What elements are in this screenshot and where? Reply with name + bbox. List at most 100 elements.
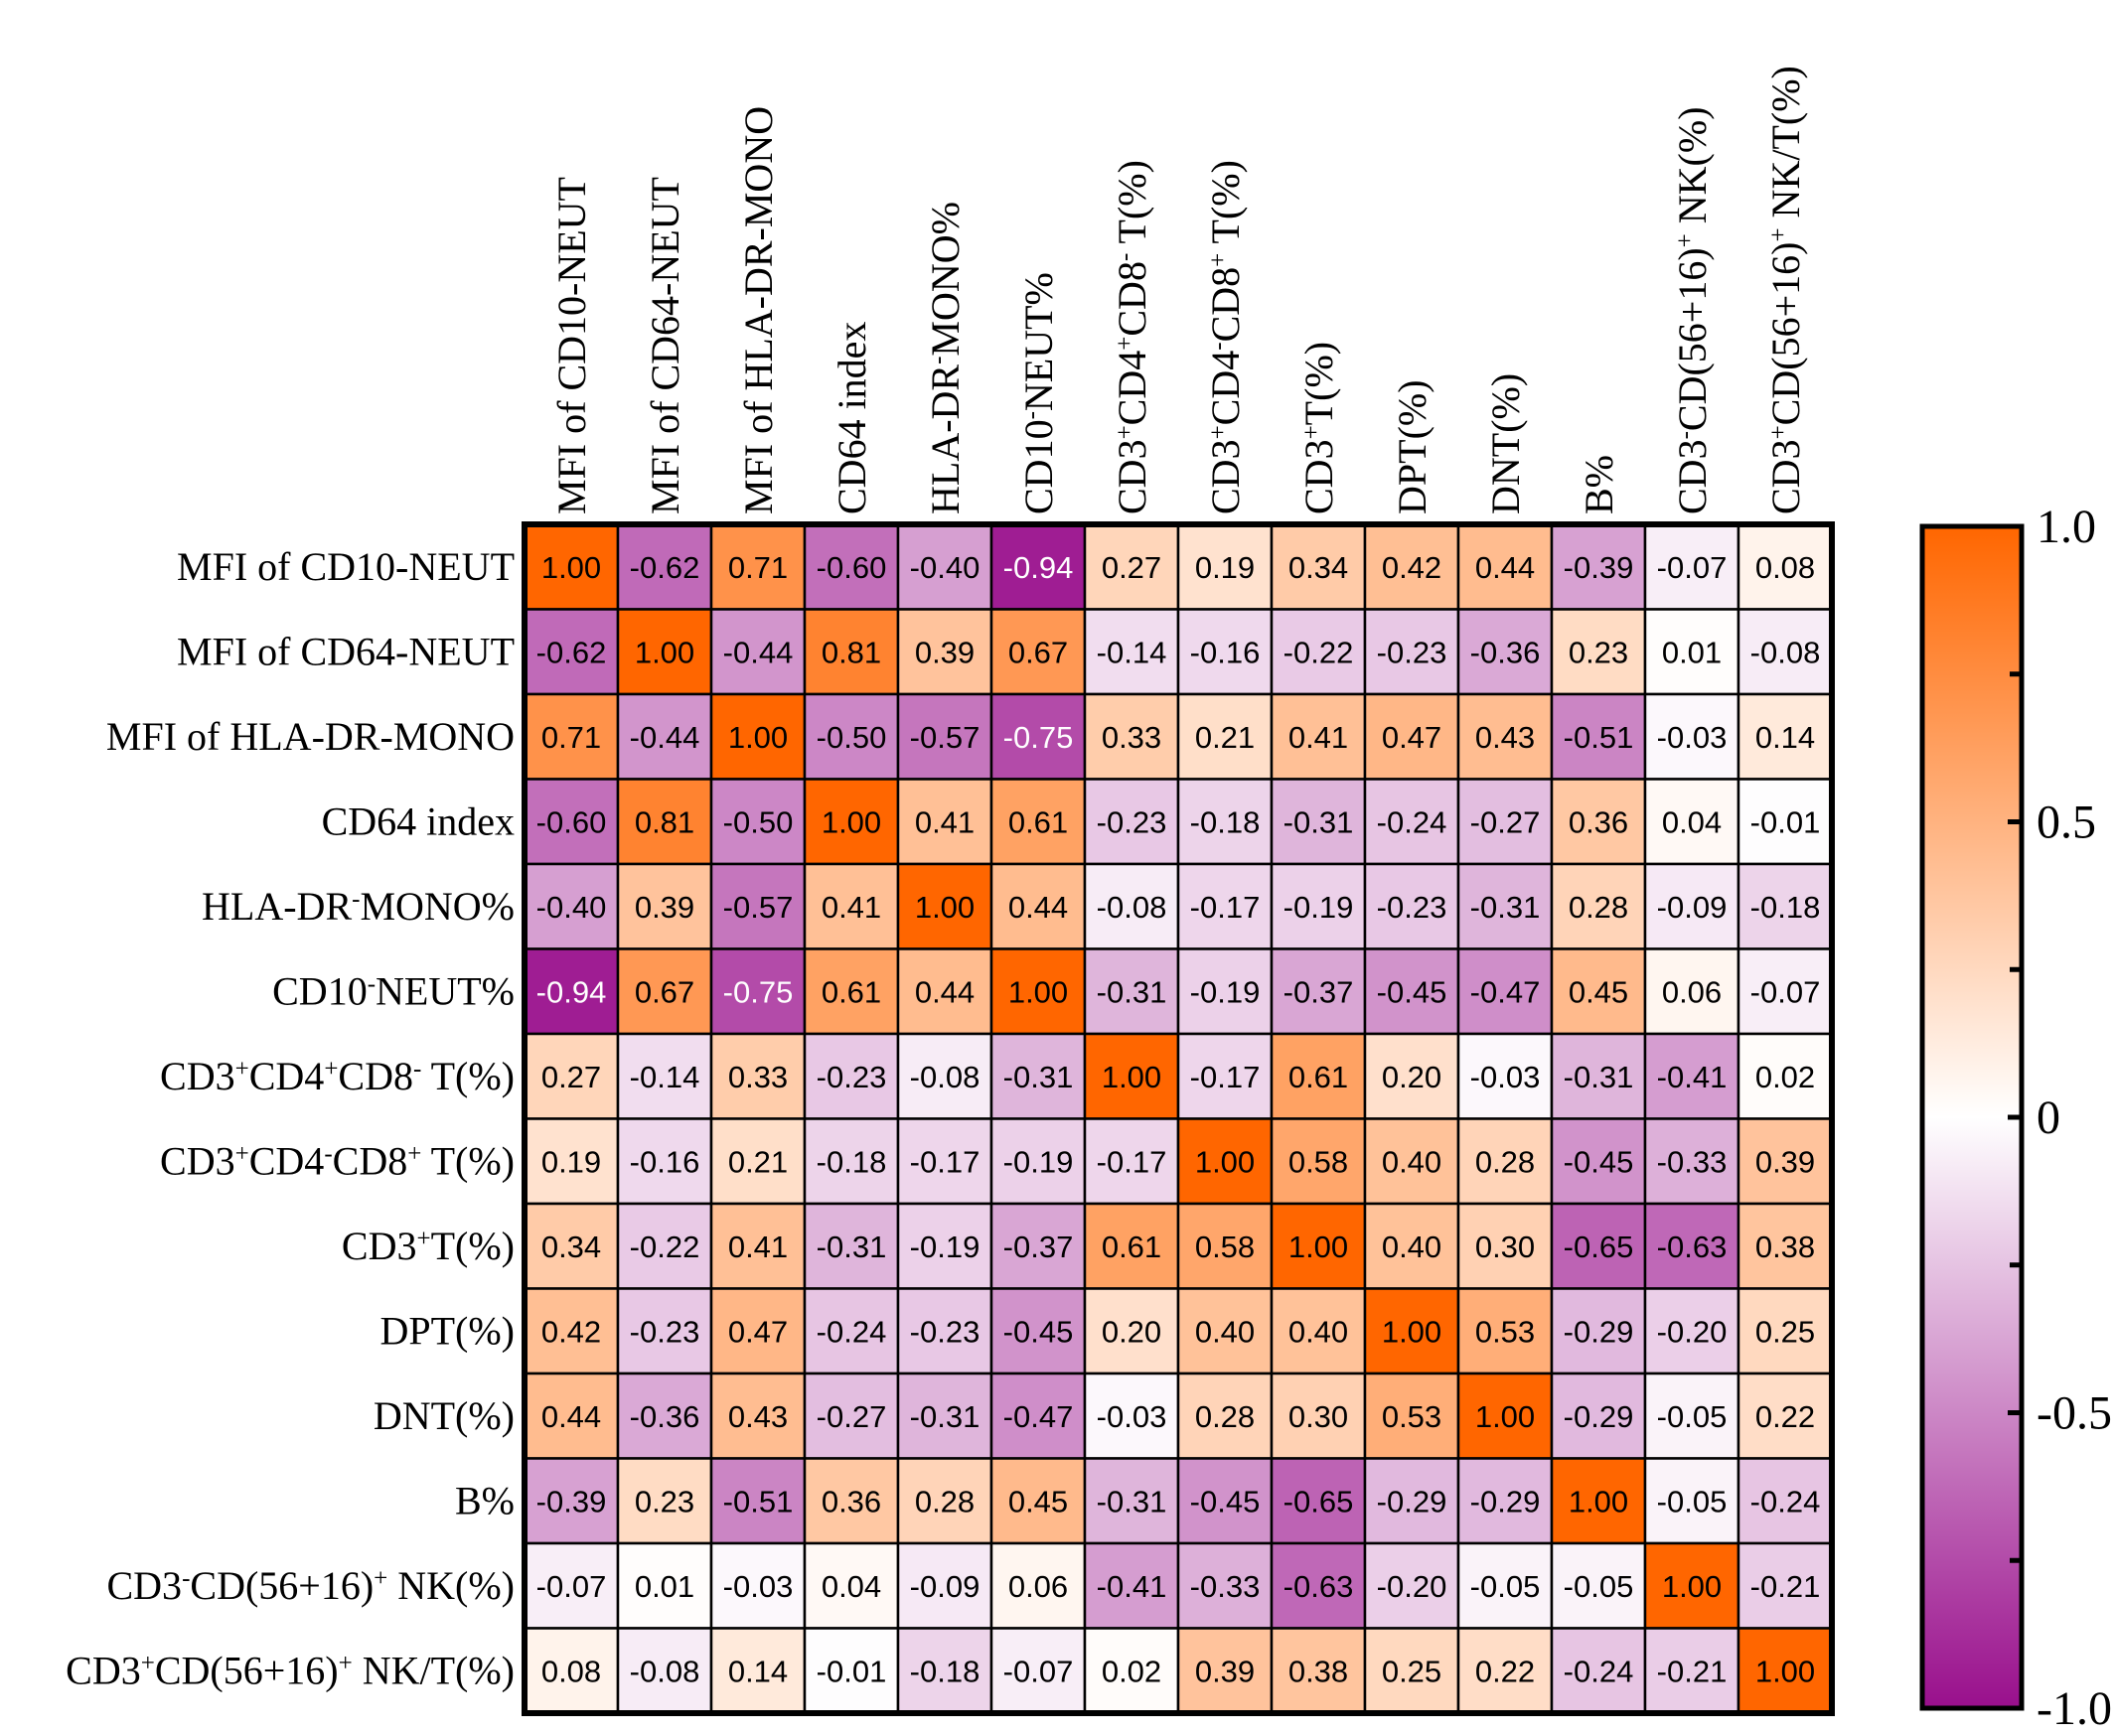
cell-value-r2-c5: 0.39: [915, 635, 975, 669]
heatmap-cell-r4-c14: [1736, 778, 1834, 866]
cell-value-r3-c9: 0.41: [1288, 720, 1348, 755]
heatmap-cell-r5-c8: [1176, 862, 1274, 950]
cell-value-r1-c6: -0.94: [1003, 550, 1074, 585]
cell-value-r3-c14: 0.14: [1755, 720, 1815, 755]
cell-value-r9-c3: 0.41: [728, 1230, 788, 1264]
cell-value-r1-c13: -0.07: [1657, 550, 1728, 585]
cell-value-r9-c7: 0.61: [1102, 1230, 1161, 1264]
cell-value-r5-c4: 0.41: [822, 890, 881, 925]
heatmap-cell-r14-c5: [896, 1627, 993, 1715]
heatmap-cell-r2-c14: [1736, 608, 1834, 696]
heatmap-cell-r4-c9: [1270, 778, 1367, 866]
col-label-cd3-cd-56-16-nk: CD3-CD(56+16)+ NK(%): [1670, 106, 1715, 514]
cell-value-r14-c10: 0.25: [1382, 1654, 1441, 1688]
cell-value-r2-c9: -0.22: [1284, 635, 1354, 669]
heatmap-cell-r7-c13: [1643, 1032, 1740, 1120]
heatmap-cell-r7-c14: [1736, 1032, 1834, 1120]
heatmap-cell-r11-c8: [1176, 1372, 1274, 1460]
heatmap-cells: [523, 522, 1834, 1715]
cell-value-r12-c10: -0.29: [1377, 1484, 1447, 1519]
heatmap-cell-r7-c11: [1456, 1032, 1554, 1120]
heatmap-cell-r4-c3: [709, 778, 807, 866]
colorbar-tick-label: 1.0: [2037, 501, 2096, 553]
cell-value-r8-c1: 0.19: [541, 1144, 601, 1179]
cell-value-r13-c10: -0.20: [1377, 1569, 1447, 1604]
cell-value-r12-c13: -0.05: [1657, 1484, 1728, 1519]
heatmap-cell-r11-c11: [1456, 1372, 1554, 1460]
col-label-mfi-of-cd64-neut: MFI of CD64-NEUT: [643, 177, 687, 514]
cell-value-r10-c7: 0.20: [1102, 1314, 1161, 1349]
heatmap-cell-r13-c13: [1643, 1541, 1740, 1630]
heatmap-cell-r2-c9: [1270, 608, 1367, 696]
cell-value-r13-c3: -0.03: [723, 1569, 794, 1604]
cell-value-r14-c8: 0.39: [1195, 1654, 1255, 1688]
cell-value-r11-c3: 0.43: [728, 1399, 788, 1434]
cell-value-r13-c14: -0.21: [1750, 1569, 1821, 1604]
row-label-hla-dr-mono: HLA-DR-MONO%: [202, 884, 515, 929]
cell-value-r5-c5: 1.00: [915, 890, 975, 925]
heatmap-cell-r1-c12: [1550, 522, 1647, 611]
row-label-cd3-t: CD3+T(%): [342, 1224, 515, 1268]
cell-value-r1-c9: 0.34: [1288, 550, 1348, 585]
cell-value-r10-c6: -0.45: [1003, 1314, 1074, 1349]
cell-value-r5-c6: 0.44: [1008, 890, 1068, 925]
heatmap-cell-r4-c4: [803, 778, 900, 866]
cell-value-r3-c13: -0.03: [1657, 720, 1728, 755]
heatmap-cell-r4-c11: [1456, 778, 1554, 866]
cell-value-r12-c8: -0.45: [1190, 1484, 1261, 1519]
cell-value-r2-c11: -0.36: [1470, 635, 1541, 669]
heatmap-cell-r4-c6: [989, 778, 1087, 866]
cell-value-r3-c1: 0.71: [541, 720, 601, 755]
heatmap-cell-r3-c9: [1270, 692, 1367, 781]
heatmap-cell-r6-c4: [803, 947, 900, 1036]
cell-value-r10-c1: 0.42: [541, 1314, 601, 1349]
heatmap-cell-r12-c8: [1176, 1457, 1274, 1545]
cell-value-r11-c14: 0.22: [1755, 1399, 1815, 1434]
heatmap-cell-r10-c8: [1176, 1287, 1274, 1375]
heatmap-cell-r2-c8: [1176, 608, 1274, 696]
cell-value-r7-c1: 0.27: [541, 1060, 601, 1094]
heatmap-cell-r7-c3: [709, 1032, 807, 1120]
cell-value-r11-c11: 1.00: [1475, 1399, 1535, 1434]
cell-value-r12-c11: -0.29: [1470, 1484, 1541, 1519]
cell-value-r3-c2: -0.44: [630, 720, 700, 755]
cell-value-r13-c9: -0.63: [1284, 1569, 1354, 1604]
cell-value-r6-c9: -0.37: [1284, 974, 1354, 1009]
heatmap-cell-r3-c3: [709, 692, 807, 781]
cell-value-r2-c2: 1.00: [635, 635, 694, 669]
cell-value-r5-c8: -0.17: [1190, 890, 1261, 925]
heatmap-cell-r9-c4: [803, 1202, 900, 1290]
heatmap-cell-r9-c10: [1363, 1202, 1460, 1290]
cell-value-r4-c9: -0.31: [1284, 804, 1354, 839]
cell-value-r14-c1: 0.08: [541, 1654, 601, 1688]
heatmap-cell-r5-c13: [1643, 862, 1740, 950]
heatmap-cell-r7-c12: [1550, 1032, 1647, 1120]
cell-value-r13-c2: 0.01: [635, 1569, 694, 1604]
heatmap-cell-r1-c6: [989, 522, 1087, 611]
cell-value-r7-c3: 0.33: [728, 1060, 788, 1094]
heatmap-cell-r10-c13: [1643, 1287, 1740, 1375]
cell-value-r11-c6: -0.47: [1003, 1399, 1074, 1434]
heatmap-cell-r4-c13: [1643, 778, 1740, 866]
heatmap-cell-r11-c7: [1083, 1372, 1180, 1460]
cell-value-r3-c5: -0.57: [910, 720, 981, 755]
heatmap-cell-r8-c6: [989, 1117, 1087, 1206]
cell-value-r10-c4: -0.24: [817, 1314, 887, 1349]
heatmap-cell-r14-c6: [989, 1627, 1087, 1715]
heatmap-cell-r12-c1: [523, 1457, 620, 1545]
heatmap-cell-r7-c4: [803, 1032, 900, 1120]
heatmap-cell-r6-c6: [989, 947, 1087, 1036]
cell-value-r7-c10: 0.20: [1382, 1060, 1441, 1094]
cell-value-r10-c9: 0.40: [1288, 1314, 1348, 1349]
cell-value-r7-c7: 1.00: [1102, 1060, 1161, 1094]
cell-value-r14-c6: -0.07: [1003, 1654, 1074, 1688]
heatmap-cell-r14-c13: [1643, 1627, 1740, 1715]
cell-value-r4-c4: 1.00: [822, 804, 881, 839]
row-label-mfi-of-hla-dr-mono: MFI of HLA-DR-MONO: [106, 714, 515, 759]
heatmap-cell-r8-c4: [803, 1117, 900, 1206]
cell-value-r8-c3: 0.21: [728, 1144, 788, 1179]
cell-value-r2-c10: -0.23: [1377, 635, 1447, 669]
cell-value-r9-c14: 0.38: [1755, 1230, 1815, 1264]
heatmap-cell-r11-c5: [896, 1372, 993, 1460]
